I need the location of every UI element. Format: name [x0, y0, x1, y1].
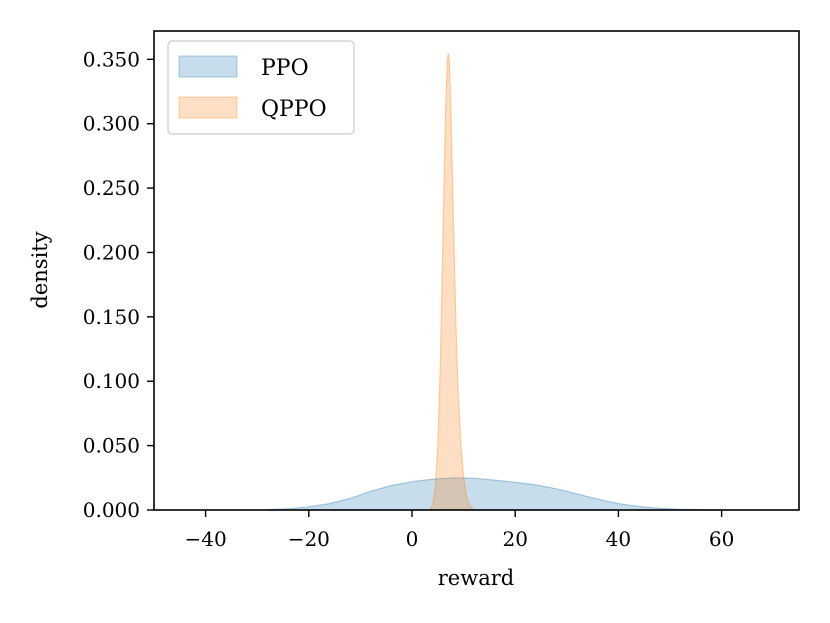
x-tick-label: 20: [502, 527, 527, 551]
y-tick-label: 0.300: [83, 112, 140, 136]
legend-box: [167, 40, 355, 135]
plot-frame: [153, 30, 800, 511]
legend-label-ppo: PPO: [261, 56, 309, 81]
x-axis-ticks: −40 −20 0 20 40 60: [184, 510, 734, 551]
y-axis-label: density: [28, 231, 52, 308]
x-tick-label: 60: [709, 527, 734, 551]
x-tick-label: −20: [288, 527, 330, 551]
x-axis-label: reward: [438, 566, 514, 590]
y-tick-label: 0.150: [83, 305, 140, 329]
legend: PPO QPPO: [167, 40, 355, 135]
y-tick-label: 0.100: [83, 369, 140, 393]
density-area-qppo: [429, 52, 476, 511]
legend-swatch-qppo: [178, 96, 238, 119]
x-tick-label: 0: [406, 527, 419, 551]
series-layer: [266, 52, 722, 511]
legend-swatch-ppo: [178, 55, 238, 78]
y-tick-label: 0.350: [83, 47, 140, 71]
x-tick-label: −40: [184, 527, 226, 551]
density-area-ppo: [266, 477, 722, 511]
legend-label-qppo: QPPO: [261, 97, 327, 122]
y-tick-label: 0.200: [83, 240, 140, 264]
y-axis-ticks: 0.000 0.050 0.100 0.150 0.200 0.250 0.300 0.350: [83, 47, 154, 522]
y-tick-label: 0.050: [83, 434, 140, 458]
y-tick-label: 0.250: [83, 176, 140, 200]
x-tick-label: 40: [606, 527, 631, 551]
y-tick-label: 0.000: [83, 498, 140, 522]
